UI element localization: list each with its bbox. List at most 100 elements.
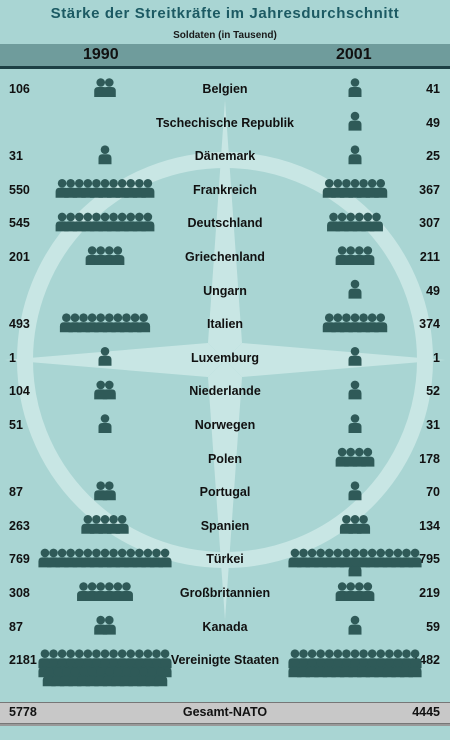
value-1990: 263 — [9, 518, 30, 533]
year-label-1990: 1990 — [83, 46, 119, 63]
value-1990: 493 — [9, 317, 30, 332]
country-label: Norwegen — [194, 418, 256, 432]
value-1990: 87 — [9, 485, 23, 500]
soldier-figure — [348, 111, 362, 131]
country-label: Ungarn — [203, 283, 247, 298]
chart-title: Stärke der Streitkräfte im Jahresdurchsc… — [50, 5, 400, 22]
soldier-figure — [141, 212, 155, 232]
soldier-figure — [119, 582, 133, 601]
country-label: Deutschland — [187, 216, 263, 231]
value-2001: 52 — [426, 384, 440, 399]
header-divider — [0, 66, 450, 69]
compass-point-east — [225, 343, 445, 377]
soldier-figure — [374, 313, 388, 333]
soldier-figure — [348, 615, 362, 635]
soldier-figure — [361, 246, 375, 265]
country-label: Frankreich — [193, 182, 257, 197]
country-label: Vereinigte Staaten — [170, 653, 280, 668]
value-2001: 178 — [419, 451, 440, 466]
country-label: Kanada — [202, 619, 248, 634]
soldier-figure — [348, 279, 362, 299]
country-label: Tschechische Republik — [155, 115, 294, 130]
total-divider — [0, 724, 450, 726]
country-label: Türkei — [206, 552, 244, 567]
country-label: Luxemburg — [190, 350, 260, 365]
value-2001: 219 — [419, 586, 440, 600]
value-2001: 374 — [419, 317, 440, 332]
value-2001: 134 — [419, 518, 440, 533]
soldier-figure — [102, 78, 116, 97]
value-2001: 59 — [426, 619, 440, 634]
value-2001: 1 — [433, 350, 440, 365]
value-2001: 795 — [419, 552, 440, 567]
country-label: Polen — [207, 451, 243, 466]
soldier-figure — [102, 481, 116, 501]
value-1990: 51 — [9, 418, 23, 432]
country-label: Belgien — [202, 82, 248, 96]
soldier-figure — [348, 481, 362, 501]
country-label: Griechenland — [185, 250, 265, 264]
value-2001: 41 — [426, 82, 440, 96]
soldier-figure — [98, 347, 112, 366]
country-label: Dänemark — [194, 149, 256, 164]
total-label: Gesamt-NATO — [182, 705, 268, 719]
country-label: Italien — [206, 317, 244, 332]
soldier-figure — [115, 515, 129, 534]
value-1990: 550 — [9, 182, 30, 197]
value-2001: 307 — [419, 216, 440, 231]
soldier-figure — [361, 582, 375, 601]
value-2001: 367 — [419, 182, 440, 197]
soldier-figure — [102, 615, 116, 635]
soldier-figure — [374, 179, 388, 198]
soldier-figure — [111, 246, 125, 265]
value-1990: 31 — [9, 149, 23, 164]
value-1990: 769 — [9, 552, 30, 567]
country-label: Großbritannien — [179, 586, 271, 600]
soldier-figure — [348, 380, 362, 400]
value-1990: 1 — [9, 350, 16, 365]
chart-subtitle: Soldaten (in Tausend) — [173, 30, 277, 41]
compass-point-west — [5, 343, 225, 377]
soldier-figure — [141, 179, 155, 198]
soldier-figure — [348, 145, 362, 165]
total-value-2001: 4445 — [412, 705, 440, 719]
total-value-1990: 5778 — [9, 705, 37, 719]
soldier-figure — [408, 658, 422, 678]
value-2001: 31 — [426, 418, 440, 432]
country-label: Portugal — [199, 485, 251, 500]
soldier-figure — [137, 313, 151, 333]
value-2001: 49 — [426, 283, 440, 298]
soldier-figure — [357, 515, 371, 534]
soldier-figure — [369, 212, 383, 232]
soldier-figure — [98, 414, 112, 433]
soldier-figure — [154, 667, 168, 687]
soldier-figure — [102, 380, 116, 400]
soldier-figure — [348, 78, 362, 97]
value-1990: 2181 — [9, 653, 37, 668]
soldier-figure — [408, 548, 422, 568]
compass-point-south — [208, 360, 242, 620]
soldier-figure — [158, 548, 172, 568]
value-1990: 87 — [9, 619, 23, 634]
value-1990: 201 — [9, 250, 30, 264]
value-2001: 25 — [426, 149, 440, 164]
value-2001: 70 — [426, 485, 440, 500]
value-1990: 106 — [9, 82, 30, 96]
soldier-figure — [98, 145, 112, 165]
header-band — [0, 44, 450, 66]
value-2001: 49 — [426, 115, 440, 130]
value-2001: 211 — [419, 250, 440, 264]
country-label: Niederlande — [189, 384, 261, 399]
soldier-figure — [348, 414, 362, 433]
soldier-figure — [348, 347, 362, 366]
value-1990: 308 — [9, 586, 30, 600]
total-band — [0, 702, 450, 724]
soldier-figure — [348, 557, 362, 577]
country-label: Spanien — [200, 518, 250, 533]
value-1990: 545 — [9, 216, 30, 231]
compass-point-north — [208, 100, 242, 360]
year-label-2001: 2001 — [336, 46, 372, 63]
